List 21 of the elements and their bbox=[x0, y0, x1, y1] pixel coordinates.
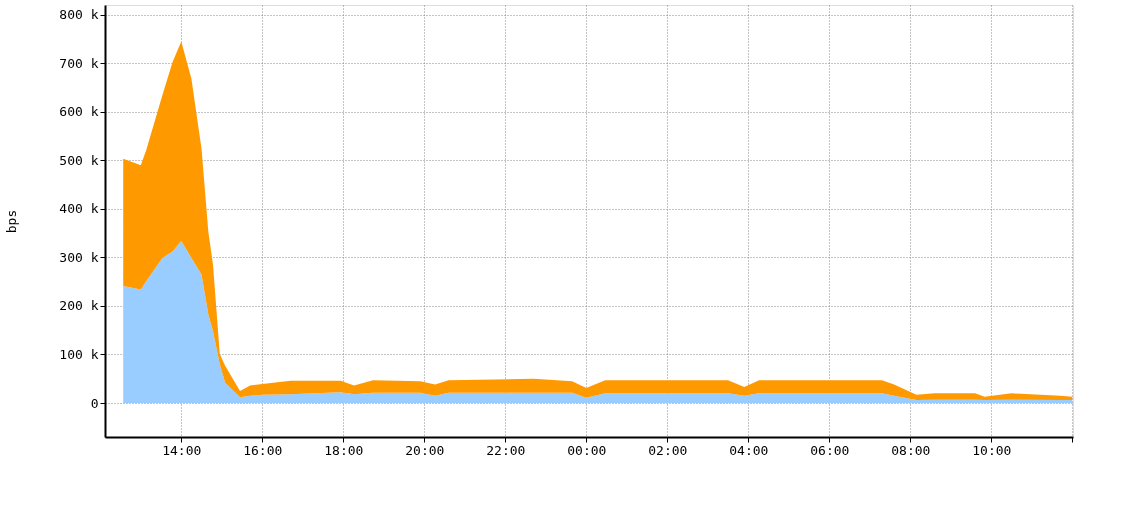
x-tick-label: 20:00 bbox=[405, 442, 445, 458]
x-tick-label: 22:00 bbox=[486, 442, 526, 458]
x-tick-label: 16:00 bbox=[243, 442, 283, 458]
y-tick-label: 700 k bbox=[59, 55, 99, 71]
y-tick-label: 600 k bbox=[59, 104, 99, 120]
y-tick-label: 0 bbox=[90, 395, 99, 411]
y-axis-title: bps bbox=[4, 209, 20, 234]
x-tick-label: 08:00 bbox=[891, 442, 931, 458]
x-tick-label: 04:00 bbox=[729, 442, 769, 458]
x-tick-label: 06:00 bbox=[810, 442, 850, 458]
y-tick-label: 100 k bbox=[59, 346, 99, 362]
y-tick-label: 300 k bbox=[59, 249, 99, 265]
x-tick-label: 18:00 bbox=[324, 442, 364, 458]
y-tick-label: 200 k bbox=[59, 298, 99, 314]
x-tick-label: 00:00 bbox=[567, 442, 607, 458]
y-tick-label: 800 k bbox=[59, 7, 99, 23]
y-tick-label: 400 k bbox=[59, 201, 99, 217]
x-tick-label: 14:00 bbox=[162, 442, 202, 458]
x-tick-label: 02:00 bbox=[648, 442, 688, 458]
y-tick-label: 500 k bbox=[59, 152, 99, 168]
x-tick-label: 10:00 bbox=[972, 442, 1012, 458]
